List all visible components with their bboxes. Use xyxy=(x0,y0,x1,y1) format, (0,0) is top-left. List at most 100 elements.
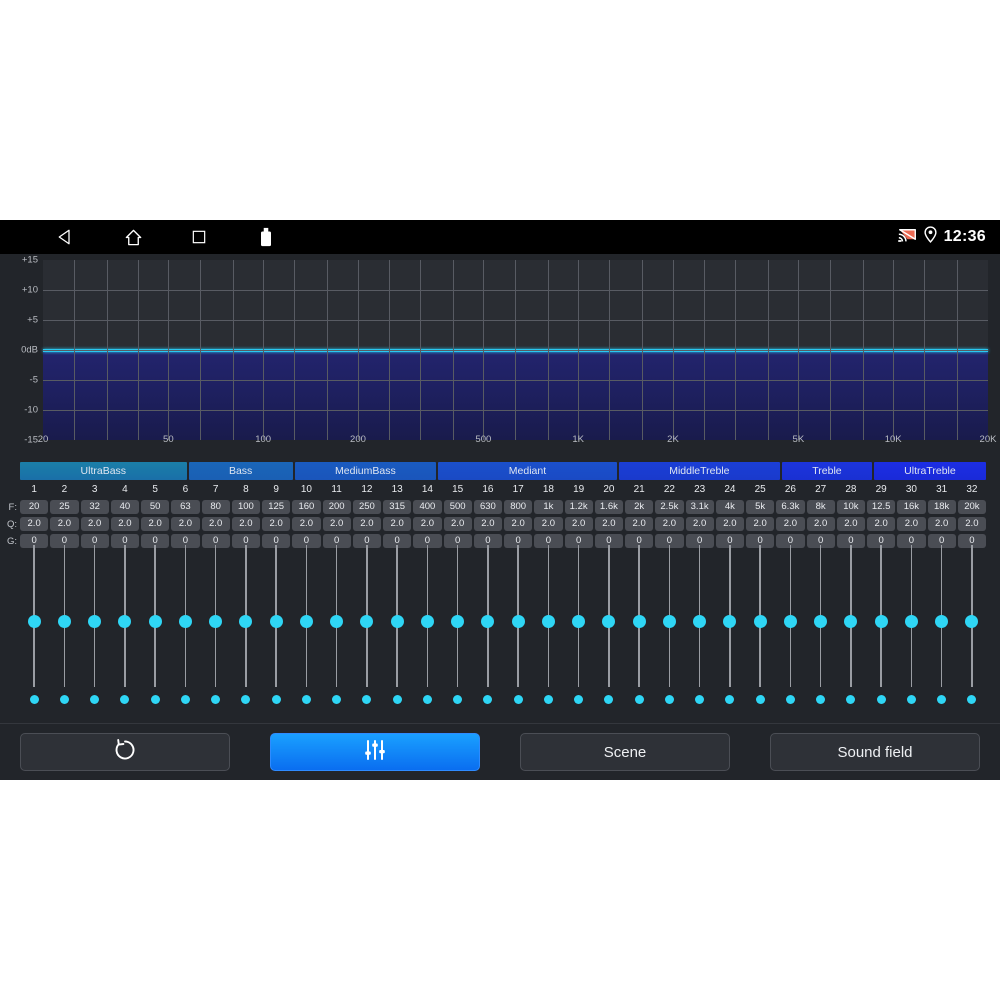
band-q-value[interactable]: 2.0 xyxy=(957,517,986,531)
slider-reset-dot[interactable] xyxy=(241,695,251,704)
band-q-value[interactable]: 2.0 xyxy=(564,517,593,531)
band-slider[interactable] xyxy=(262,545,290,713)
band-gain-value[interactable]: 0 xyxy=(322,534,351,548)
band-frequency-value[interactable]: 18k xyxy=(927,500,956,514)
band-frequency-value[interactable]: 20k xyxy=(957,500,986,514)
slider-thumb[interactable] xyxy=(935,615,949,628)
band-frequency-value[interactable]: 2k xyxy=(625,500,654,514)
band-header-ultrabass[interactable]: UltraBass xyxy=(20,462,187,480)
slider-thumb[interactable] xyxy=(965,615,979,628)
band-header-bass[interactable]: Bass xyxy=(188,462,293,480)
band-gain-value[interactable]: 0 xyxy=(594,534,623,548)
band-gain-value[interactable]: 0 xyxy=(927,534,956,548)
band-q-value[interactable]: 2.0 xyxy=(50,517,79,531)
band-gain-value[interactable]: 0 xyxy=(776,534,805,548)
slider-thumb[interactable] xyxy=(602,615,616,628)
slider-reset-dot[interactable] xyxy=(483,695,493,704)
band-q-value[interactable]: 2.0 xyxy=(201,517,230,531)
slider-reset-dot[interactable] xyxy=(695,695,705,704)
band-q-value[interactable]: 2.0 xyxy=(20,517,49,531)
band-header-middletreble[interactable]: MiddleTreble xyxy=(618,462,780,480)
band-slider[interactable] xyxy=(20,545,48,713)
slider-reset-dot[interactable] xyxy=(362,695,372,704)
slider-thumb[interactable] xyxy=(874,615,888,628)
band-frequency-value[interactable]: 6.3k xyxy=(776,500,805,514)
slider-reset-dot[interactable] xyxy=(543,695,553,704)
band-q-value[interactable]: 2.0 xyxy=(534,517,563,531)
band-frequency-value[interactable]: 630 xyxy=(473,500,502,514)
equalizer-button[interactable] xyxy=(270,733,480,771)
band-slider[interactable] xyxy=(595,545,623,713)
band-q-value[interactable]: 2.0 xyxy=(383,517,412,531)
band-q-value[interactable]: 2.0 xyxy=(110,517,139,531)
band-frequency-value[interactable]: 1k xyxy=(534,500,563,514)
slider-reset-dot[interactable] xyxy=(725,695,735,704)
slider-thumb[interactable] xyxy=(844,615,858,628)
band-frequency-value[interactable]: 3.1k xyxy=(685,500,714,514)
slider-thumb[interactable] xyxy=(511,615,525,628)
band-q-value[interactable]: 2.0 xyxy=(594,517,623,531)
band-frequency-value[interactable]: 400 xyxy=(413,500,442,514)
scene-button[interactable]: Scene xyxy=(520,733,730,771)
band-slider[interactable] xyxy=(232,545,260,713)
slider-reset-dot[interactable] xyxy=(634,695,644,704)
slider-reset-dot[interactable] xyxy=(332,695,342,704)
band-slider[interactable] xyxy=(504,545,532,713)
band-gain-value[interactable]: 0 xyxy=(141,534,170,548)
band-slider[interactable] xyxy=(141,545,169,713)
band-slider[interactable] xyxy=(655,545,683,713)
band-frequency-value[interactable]: 20 xyxy=(20,500,49,514)
band-frequency-value[interactable]: 5k xyxy=(746,500,775,514)
slider-reset-dot[interactable] xyxy=(906,695,916,704)
slider-reset-dot[interactable] xyxy=(664,695,674,704)
slider-reset-dot[interactable] xyxy=(755,695,765,704)
slider-thumb[interactable] xyxy=(753,615,767,628)
slider-reset-dot[interactable] xyxy=(180,695,190,704)
slider-thumb[interactable] xyxy=(88,615,102,628)
slider-reset-dot[interactable] xyxy=(120,695,130,704)
slider-thumb[interactable] xyxy=(390,615,404,628)
band-gain-value[interactable]: 0 xyxy=(352,534,381,548)
band-slider[interactable] xyxy=(686,545,714,713)
band-q-value[interactable]: 2.0 xyxy=(776,517,805,531)
band-q-value[interactable]: 2.0 xyxy=(806,517,835,531)
band-gain-value[interactable]: 0 xyxy=(625,534,654,548)
band-slider[interactable] xyxy=(323,545,351,713)
band-slider[interactable] xyxy=(776,545,804,713)
usb-icon[interactable] xyxy=(246,220,286,254)
band-gain-value[interactable]: 0 xyxy=(534,534,563,548)
slider-thumb[interactable] xyxy=(178,615,192,628)
slider-thumb[interactable] xyxy=(814,615,828,628)
band-slider[interactable] xyxy=(111,545,139,713)
band-frequency-value[interactable]: 63 xyxy=(171,500,200,514)
band-frequency-value[interactable]: 25 xyxy=(50,500,79,514)
slider-reset-dot[interactable] xyxy=(150,695,160,704)
band-q-value[interactable]: 2.0 xyxy=(171,517,200,531)
band-gain-value[interactable]: 0 xyxy=(564,534,593,548)
band-frequency-value[interactable]: 10k xyxy=(836,500,865,514)
band-gain-value[interactable]: 0 xyxy=(685,534,714,548)
band-frequency-value[interactable]: 200 xyxy=(322,500,351,514)
slider-thumb[interactable] xyxy=(693,615,707,628)
band-frequency-value[interactable]: 315 xyxy=(383,500,412,514)
band-gain-value[interactable]: 0 xyxy=(867,534,896,548)
band-slider[interactable] xyxy=(383,545,411,713)
band-frequency-value[interactable]: 100 xyxy=(231,500,260,514)
slider-thumb[interactable] xyxy=(632,615,646,628)
band-slider[interactable] xyxy=(565,545,593,713)
slider-thumb[interactable] xyxy=(451,615,465,628)
band-header-ultratreble[interactable]: UltraTreble xyxy=(873,462,986,480)
band-q-value[interactable]: 2.0 xyxy=(292,517,321,531)
slider-thumb[interactable] xyxy=(904,615,918,628)
band-gain-value[interactable]: 0 xyxy=(50,534,79,548)
band-gain-value[interactable]: 0 xyxy=(806,534,835,548)
band-slider[interactable] xyxy=(716,545,744,713)
slider-thumb[interactable] xyxy=(57,615,71,628)
band-slider[interactable] xyxy=(81,545,109,713)
slider-thumb[interactable] xyxy=(783,615,797,628)
slider-reset-dot[interactable] xyxy=(785,695,795,704)
band-frequency-value[interactable]: 80 xyxy=(201,500,230,514)
band-slider[interactable] xyxy=(353,545,381,713)
slider-thumb[interactable] xyxy=(27,615,41,628)
band-frequency-value[interactable]: 32 xyxy=(80,500,109,514)
